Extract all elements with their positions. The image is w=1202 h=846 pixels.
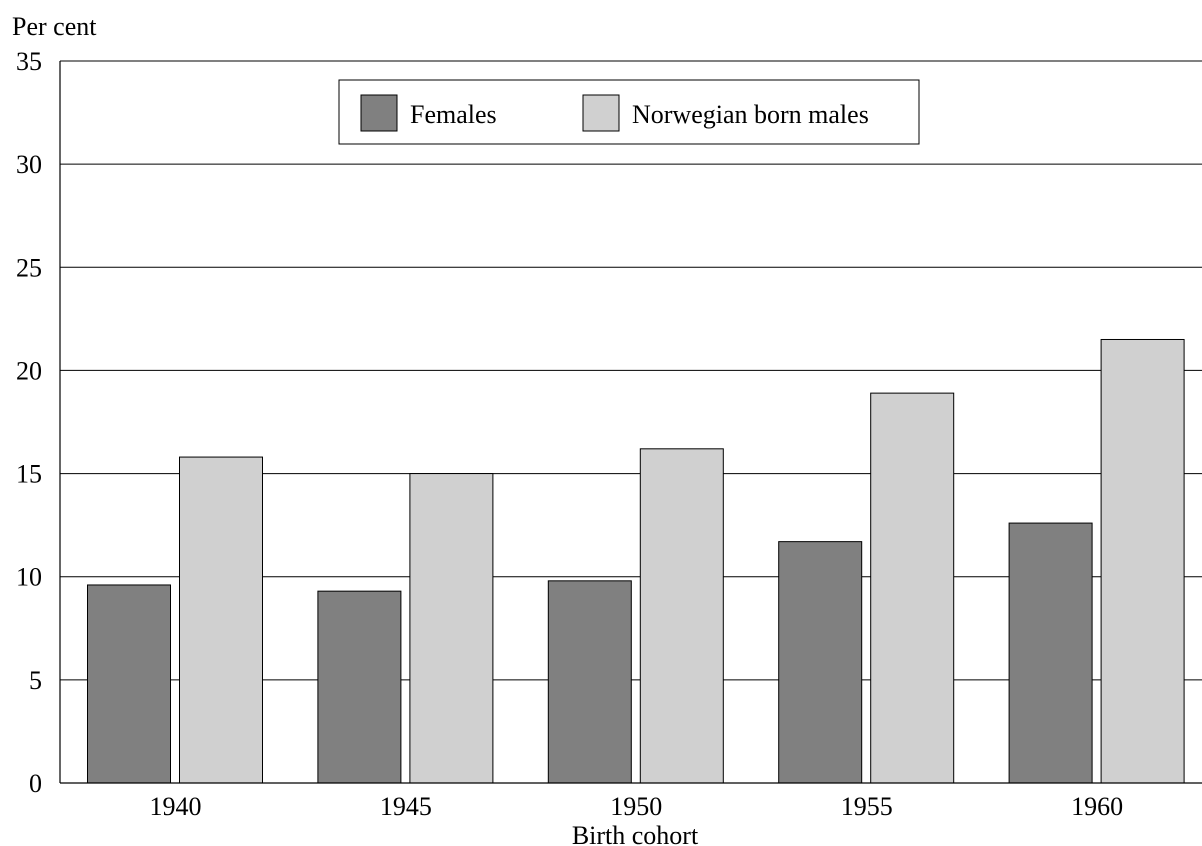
bar-norwegian-born-males-1945 [409, 473, 494, 784]
legend-swatch-norwegian-born-males [582, 94, 620, 132]
bar-females-1955 [778, 541, 863, 784]
x-tick-label: 1940 [150, 792, 202, 821]
legend-swatch-females [360, 94, 398, 132]
x-tick-labels: 1940 1945 1950 1955 1960 [150, 792, 1124, 821]
legend-label-females: Females [410, 100, 497, 129]
bar-norwegian-born-males-1940 [179, 456, 263, 784]
y-tick-label: 15 [16, 460, 42, 489]
legend: Females Norwegian born males [338, 79, 920, 145]
y-axis-label: Per cent [12, 12, 97, 41]
bar-females-1960 [1008, 522, 1093, 784]
y-tick-label: 20 [16, 356, 42, 385]
bar-norwegian-born-males-1960 [1100, 338, 1185, 784]
y-tick-label: 5 [29, 666, 42, 695]
bar-females-1945 [317, 590, 402, 784]
bars [87, 338, 1185, 784]
bar-females-1940 [87, 584, 171, 784]
legend-label-norwegian-born-males: Norwegian born males [632, 100, 869, 129]
bar-norwegian-born-males-1955 [870, 392, 955, 784]
x-tick-label: 1950 [610, 792, 662, 821]
x-tick-label: 1945 [380, 792, 432, 821]
y-tick-label: 10 [16, 563, 42, 592]
y-tick-label: 30 [16, 150, 42, 179]
y-tick-labels: 0 5 10 15 20 25 30 35 [16, 47, 42, 798]
bar-females-1950 [547, 580, 632, 784]
y-tick-label: 35 [16, 47, 42, 76]
x-axis-label: Birth cohort [572, 821, 699, 846]
legend-box [338, 79, 920, 145]
bar-norwegian-born-males-1950 [639, 448, 724, 784]
y-tick-label: 25 [16, 253, 42, 282]
y-tick-label: 0 [29, 769, 42, 798]
x-tick-label: 1955 [841, 792, 893, 821]
x-tick-label: 1960 [1071, 792, 1123, 821]
